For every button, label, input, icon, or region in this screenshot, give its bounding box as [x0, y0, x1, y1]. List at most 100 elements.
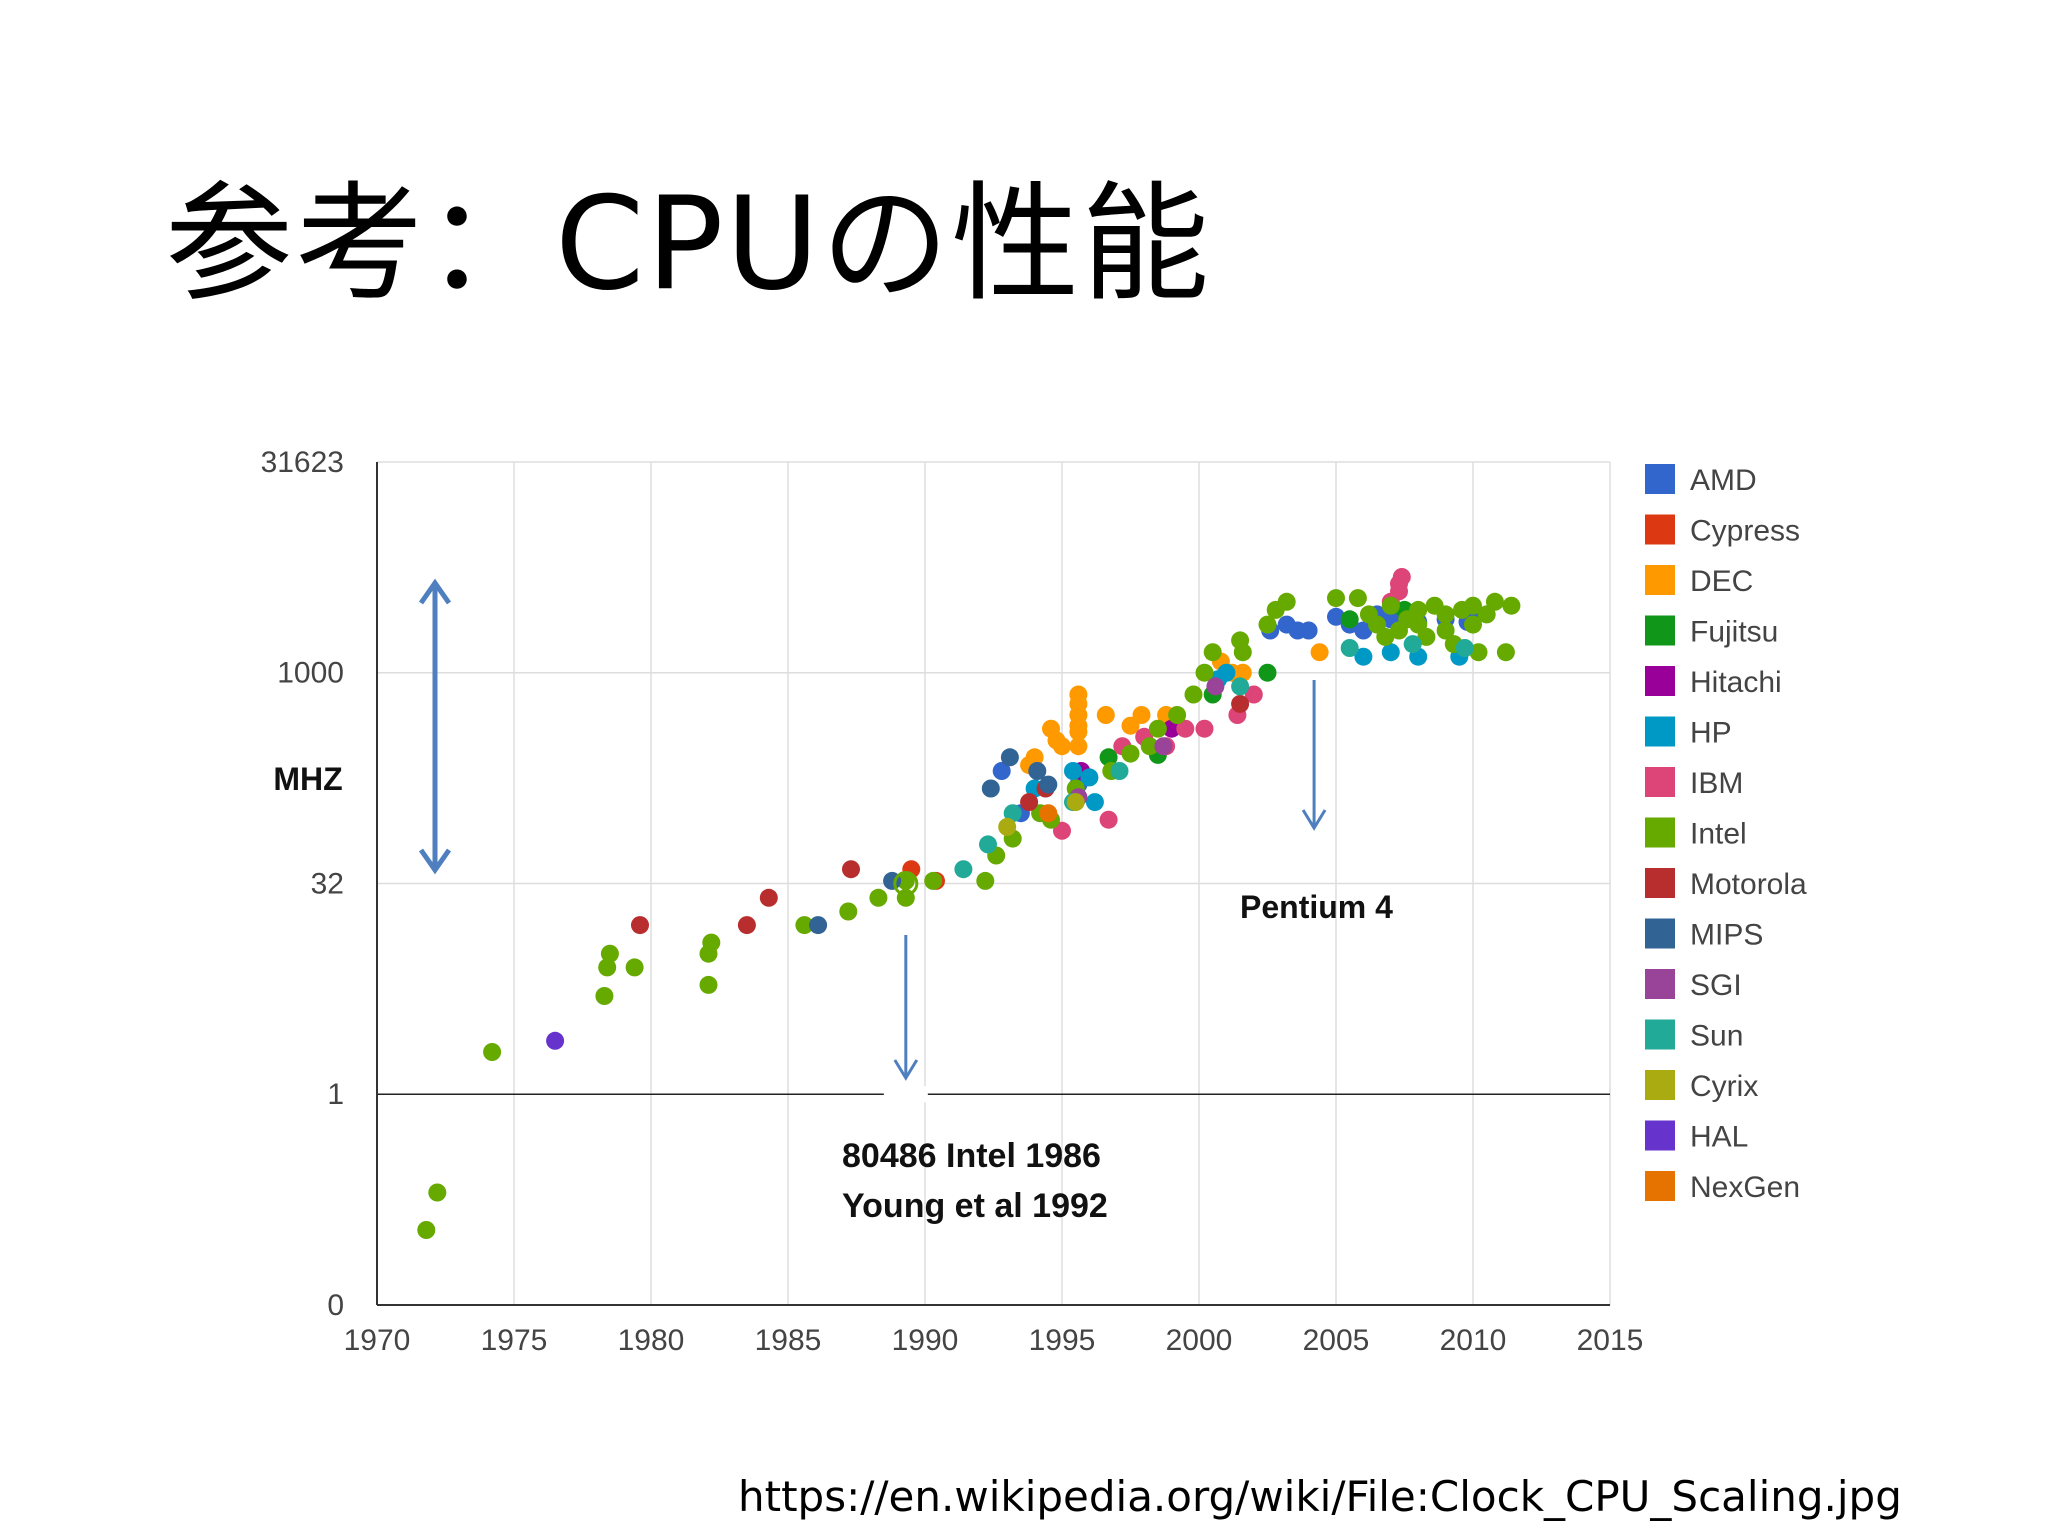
legend-swatch: [1645, 716, 1675, 747]
data-point: [1003, 804, 1022, 823]
data-point: [1233, 643, 1252, 662]
data-point: [998, 817, 1017, 836]
data-point: [1085, 793, 1104, 812]
data-point: [1502, 596, 1521, 615]
data-point: [1231, 677, 1250, 696]
data-point: [1244, 685, 1263, 704]
data-point: [1310, 643, 1329, 662]
data-point: [1231, 694, 1250, 713]
data-point: [1132, 706, 1151, 724]
data-point: [1392, 568, 1411, 586]
data-point: [1000, 748, 1019, 767]
legend-swatch: [1645, 565, 1675, 595]
legend-label: HAL: [1690, 1121, 1748, 1154]
data-point: [1485, 592, 1504, 611]
data-point: [1381, 596, 1400, 615]
data-point: [1176, 719, 1195, 738]
y-tick-label: 32: [311, 868, 344, 901]
data-point: [1277, 592, 1296, 611]
data-point: [1354, 621, 1373, 640]
data-point: [737, 916, 756, 935]
data-point: [976, 871, 995, 890]
data-point: [1455, 639, 1474, 657]
x-tick-label: 1970: [344, 1324, 411, 1357]
legend-swatch: [1645, 1019, 1675, 1050]
chart-points: [417, 568, 1521, 1239]
data-point: [1376, 627, 1395, 646]
data-point: [1258, 663, 1277, 682]
legend-swatch: [1645, 666, 1675, 696]
data-point: [1340, 610, 1359, 629]
data-point: [1464, 615, 1482, 634]
data-point: [1403, 635, 1422, 654]
data-point: [699, 975, 718, 994]
data-point: [1099, 748, 1118, 767]
data-point: [1417, 627, 1436, 646]
data-point: [1069, 722, 1088, 741]
highlight-ring: [893, 871, 919, 897]
data-point: [1436, 621, 1455, 640]
chart-annotations: 80486 Intel 1986 Young et al 1992 Pentium …: [842, 680, 1393, 1225]
data-point: [1020, 793, 1039, 812]
data-point: [1039, 804, 1058, 823]
data-point: [1099, 810, 1118, 829]
data-point: [1258, 615, 1277, 634]
annotation-gap: [883, 1086, 928, 1103]
x-tick-label: 2005: [1303, 1324, 1370, 1357]
legend-swatch: [1645, 918, 1675, 949]
data-point: [1195, 663, 1214, 682]
chart-axes: 1970 1975 1980 1985 1990 1995 2000 2005 2010 2015…: [261, 446, 1644, 1357]
data-point: [1096, 706, 1115, 724]
data-point: [595, 987, 614, 1005]
x-tick-label: 1980: [618, 1324, 685, 1357]
legend-swatch: [1645, 1070, 1675, 1100]
source-url[interactable]: https://en.wikipedia.org/wiki/File:Clock…: [738, 1472, 1902, 1521]
annotation-label: Young et al 1992: [842, 1187, 1108, 1225]
data-point: [1154, 737, 1173, 756]
y-tick-label: 1: [327, 1078, 344, 1111]
legend-swatch: [1645, 767, 1675, 797]
data-point: [625, 958, 644, 977]
legend-label: DEC: [1690, 565, 1753, 598]
x-tick-label: 1995: [1029, 1324, 1096, 1357]
legend-label: Hitachi: [1690, 666, 1782, 699]
legend-label: SGI: [1690, 969, 1742, 1002]
data-point: [1409, 600, 1428, 619]
data-point: [924, 871, 943, 890]
chart-legend: AMD Cypress DEC Fujitsu Hitachi HP IBM Intel Mot…: [1645, 464, 1807, 1204]
data-point: [1299, 621, 1318, 640]
data-point: [1028, 762, 1047, 780]
data-point: [1340, 639, 1359, 657]
legend-label: Cyrix: [1690, 1070, 1758, 1103]
data-point: [546, 1031, 565, 1050]
data-point: [992, 762, 1011, 780]
x-tick-label: 2015: [1577, 1324, 1644, 1357]
data-point: [1162, 719, 1181, 738]
data-point: [1110, 762, 1129, 780]
legend-label: IBM: [1690, 767, 1743, 800]
data-point: [1233, 663, 1252, 682]
data-point: [839, 902, 858, 921]
data-point: [1053, 737, 1071, 756]
legend-swatch: [1645, 969, 1675, 999]
legend-swatch: [1645, 1120, 1675, 1151]
legend-swatch: [1645, 514, 1675, 545]
legend-label: Cypress: [1690, 515, 1800, 548]
data-point: [1053, 821, 1071, 840]
data-point: [759, 888, 778, 907]
data-point: [1203, 643, 1222, 662]
legend-label: NexGen: [1690, 1171, 1800, 1204]
data-point: [1217, 663, 1236, 682]
data-point: [1327, 607, 1345, 626]
data-point: [869, 888, 888, 907]
data-point: [1069, 737, 1088, 756]
data-point: [1354, 647, 1373, 666]
legend-swatch: [1645, 464, 1675, 494]
annotation-label: 80486 Intel 1986: [842, 1137, 1101, 1175]
legend-label: AMD: [1690, 464, 1757, 497]
legend-swatch: [1645, 1171, 1675, 1201]
x-tick-label: 2000: [1166, 1324, 1233, 1357]
data-point: [702, 933, 721, 952]
y-tick-label: 31623: [261, 446, 344, 479]
